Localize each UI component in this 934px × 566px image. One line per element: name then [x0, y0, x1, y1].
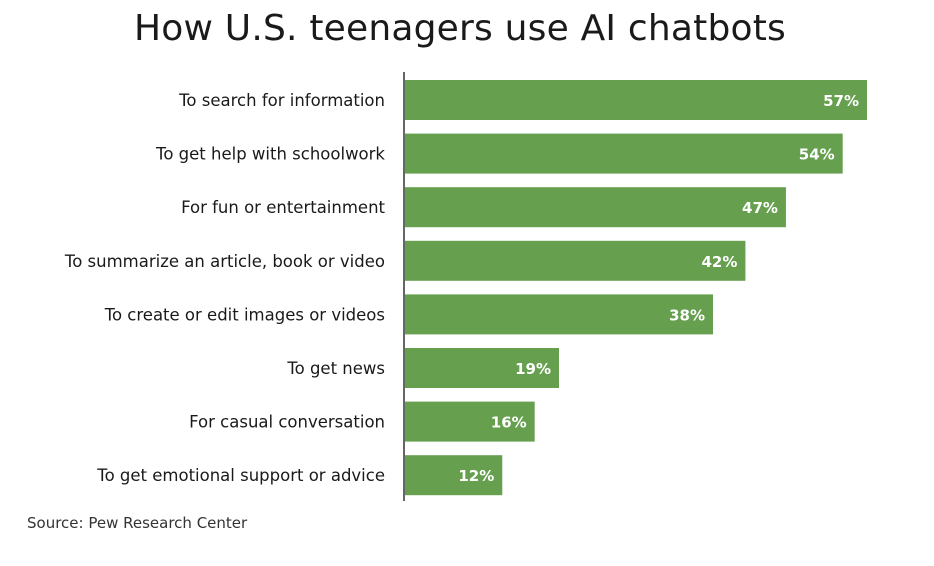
category-label: To get emotional support or advice [96, 466, 385, 485]
value-label: 12% [458, 467, 494, 485]
bar-1 [405, 80, 867, 120]
value-label: 16% [491, 414, 527, 432]
category-label: To summarize an article, book or video [64, 252, 385, 271]
value-label: 57% [823, 92, 859, 110]
value-label: 19% [515, 360, 551, 378]
source-note: Source: Pew Research Center [27, 514, 248, 532]
category-label: For casual conversation [189, 413, 385, 432]
value-label: 47% [742, 199, 778, 217]
value-label: 42% [702, 253, 738, 271]
bar-6 [405, 348, 559, 388]
value-label: 38% [669, 306, 705, 324]
category-label: For fun or entertainment [181, 198, 385, 217]
chart-title: How U.S. teenagers use AI chatbots [134, 8, 786, 49]
bar-8 [405, 455, 503, 496]
bars-layer: To search for information 57% To get help … [64, 80, 867, 496]
bar-4 [405, 240, 746, 281]
category-label: To get news [286, 359, 385, 378]
bar-3 [405, 187, 786, 228]
category-label: To create or edit images or videos [104, 305, 385, 324]
bar-7 [405, 401, 535, 442]
value-label: 54% [799, 146, 835, 164]
category-label: To search for information [178, 91, 385, 110]
category-label: To get help with schoolwork [155, 145, 385, 164]
bar-5 [405, 294, 713, 335]
bar-2 [405, 133, 843, 174]
